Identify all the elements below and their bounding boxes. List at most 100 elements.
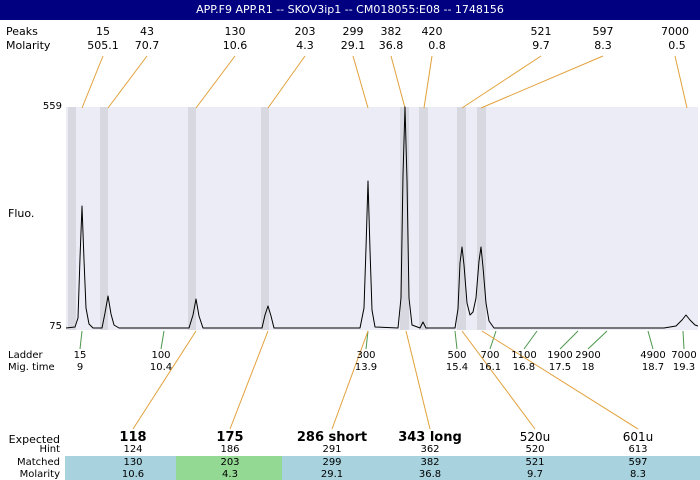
ladder-size: 1100 — [511, 350, 537, 361]
ladder-size: 2900 — [575, 350, 601, 361]
found-peak-molarity: 505.1 — [87, 39, 119, 52]
found-peak-molarity: 29.1 — [340, 39, 366, 52]
found-peak-size: 43 — [140, 25, 154, 38]
peak-callout-line — [390, 55, 406, 109]
ladder-callout-line — [454, 330, 458, 350]
ladder-callout-line — [489, 330, 497, 350]
found-peak-size: 521 — [530, 25, 552, 38]
ladder-callout-line — [365, 330, 369, 350]
found-peak-size: 130 — [224, 25, 246, 38]
found-peak-size: 203 — [294, 25, 316, 38]
ladder-mig-time: 15.4 — [445, 362, 469, 373]
molarity-row-band — [65, 468, 700, 480]
migtime-row-label: Mig. time — [8, 362, 55, 373]
ladder-callout-line — [682, 330, 685, 350]
matched-highlight-cell — [176, 456, 282, 468]
hint-cell: 362 — [420, 444, 440, 455]
expected-cell: 343 long — [398, 430, 462, 445]
ladder-size: 500 — [447, 350, 467, 361]
peak-callout-line — [267, 55, 306, 109]
ladder-band — [100, 107, 108, 330]
ladder-mig-time: 16.1 — [478, 362, 502, 373]
matched-cell: 203 — [220, 457, 240, 468]
y-axis-min: 75 — [49, 321, 62, 332]
hint-cell: 613 — [628, 444, 648, 455]
molarity-cell: 9.7 — [527, 469, 543, 480]
matched-cell: 130 — [123, 457, 143, 468]
peak-callout-line — [674, 55, 688, 109]
ladder-mig-time: 13.9 — [354, 362, 378, 373]
found-peak-size: 299 — [342, 25, 364, 38]
found-peak-size: 7000 — [661, 25, 689, 38]
expected-cell: 175 — [216, 430, 244, 445]
ladder-band — [457, 107, 466, 330]
chart-background — [66, 107, 698, 330]
ladder-mig-time: 9 — [76, 362, 84, 373]
ladder-row-label: Ladder — [8, 350, 43, 361]
ladder-band — [400, 107, 409, 330]
found-peak-molarity: 9.7 — [532, 39, 550, 52]
match-callout-line — [461, 330, 536, 430]
molarity-row-label: Molarity — [6, 39, 51, 52]
ladder-mig-time: 18 — [581, 362, 595, 373]
match-callout-line — [229, 330, 269, 430]
molarity-cell: 29.1 — [320, 469, 344, 480]
molarity-cell: 4.3 — [222, 469, 238, 480]
fluorescence-trace — [65, 106, 699, 329]
peak-callout-line — [107, 55, 148, 109]
ladder-size: 700 — [480, 350, 500, 361]
expected-cell: 286 short — [296, 430, 368, 445]
ladder-band — [477, 107, 486, 330]
peak-callout-line — [352, 55, 369, 109]
molarity-cell: 10.6 — [121, 469, 145, 480]
peak-callout-line — [480, 55, 604, 109]
molarity-table-row-label: Molarity — [19, 469, 60, 480]
match-callout-line — [331, 330, 369, 430]
ladder-size: 1900 — [547, 350, 573, 361]
peak-callout-line — [81, 55, 104, 109]
ladder-callout-line — [559, 330, 579, 350]
found-peak-molarity: 0.8 — [428, 39, 446, 52]
ladder-callout-lines — [79, 330, 685, 350]
found-peak-molarity: 4.3 — [296, 39, 314, 52]
peak-callout-line — [461, 55, 542, 109]
expected-cell: 601u — [622, 430, 654, 444]
molarity-cell: 8.3 — [630, 469, 646, 480]
hint-cell: 520 — [525, 444, 545, 455]
found-peak-molarity: 10.6 — [222, 39, 248, 52]
hint-cell: 186 — [220, 444, 240, 455]
y-axis-label: Fluo. — [8, 207, 35, 220]
molarity-highlight-cell — [176, 468, 282, 480]
ladder-mig-time: 19.3 — [672, 362, 696, 373]
hint-cell: 291 — [322, 444, 342, 455]
ladder-mig-time: 16.8 — [512, 362, 536, 373]
match-callout-line — [481, 330, 639, 430]
molarity-cell: 36.8 — [418, 469, 442, 480]
peak-callout-line — [423, 55, 433, 109]
window-title: APP.F9 APP.R1 -- SKOV3ip1 -- CM018055:E0… — [0, 0, 700, 20]
ladder-bands — [68, 107, 486, 330]
y-axis-max: 559 — [42, 101, 62, 112]
found-peak-size: 382 — [380, 25, 402, 38]
expected-cell: 118 — [119, 430, 147, 445]
ladder-mig-time: 18.7 — [641, 362, 665, 373]
ladder-mig-time: 10.4 — [149, 362, 173, 373]
ladder-callout-line — [647, 330, 654, 350]
ladder-size: 300 — [356, 350, 376, 361]
found-peak-molarity: 36.8 — [378, 39, 404, 52]
matched-row-label: Matched — [16, 457, 60, 468]
matched-cell: 521 — [525, 457, 545, 468]
matched-cell: 382 — [420, 457, 440, 468]
matched-cell: 597 — [628, 457, 648, 468]
ladder-band — [261, 107, 269, 330]
matched-cell: 299 — [322, 457, 342, 468]
ladder-callout-line — [523, 330, 538, 350]
hint-row-label: Hint — [39, 444, 60, 455]
peaks-row-label: Peaks — [6, 25, 38, 38]
ladder-callout-line — [587, 330, 608, 350]
match-callout-line — [405, 330, 431, 430]
found-peak-size: 597 — [592, 25, 614, 38]
ladder-callout-line — [160, 330, 165, 350]
